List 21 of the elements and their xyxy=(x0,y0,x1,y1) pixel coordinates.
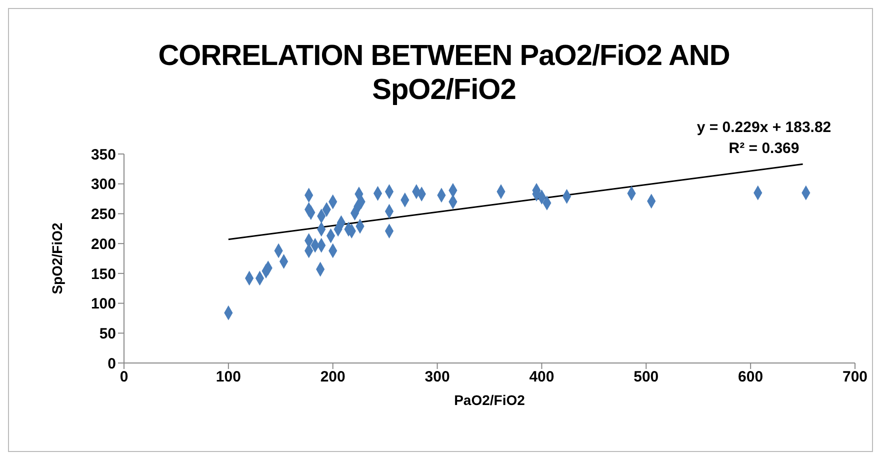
x-tick-label: 300 xyxy=(424,368,450,386)
x-axis-title: PaO2/FiO2 xyxy=(454,392,526,408)
chart-title: CORRELATION BETWEEN PaO2/FiO2 AND SpO2/FiO2 xyxy=(157,39,731,107)
y-tick-label: 200 xyxy=(90,236,116,253)
x-tick-label: 100 xyxy=(216,368,241,386)
text: y = 0.229x + 183.82 xyxy=(696,118,832,138)
y-axis-title: SpO2/FiO2 xyxy=(48,222,65,294)
y-tick-label: 0 xyxy=(108,355,116,372)
x-tick-label: 600 xyxy=(738,368,764,386)
y-tick-label: 300 xyxy=(90,176,116,194)
y-tick-label: 100 xyxy=(90,296,116,313)
x-tick-label: 0 xyxy=(120,368,128,386)
y-tick-label: 150 xyxy=(90,266,116,283)
x-tick-label: 400 xyxy=(529,368,554,386)
annotation: R² = 0.369 xyxy=(728,139,800,159)
y-tick-label: 50 xyxy=(99,325,116,342)
y-tick-label: 250 xyxy=(90,206,116,224)
x-tick-label: 500 xyxy=(634,368,659,386)
x-tick-label: 700 xyxy=(842,368,868,386)
y-tick-label: 350 xyxy=(90,146,116,164)
x-tick-label: 200 xyxy=(320,368,346,386)
